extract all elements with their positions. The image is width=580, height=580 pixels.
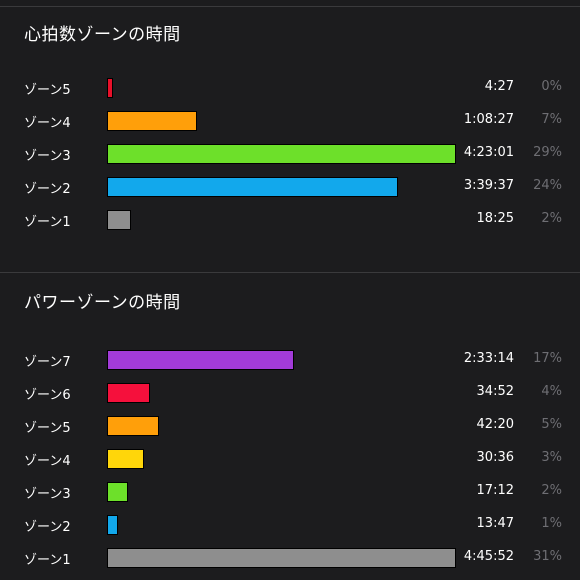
zone-time: 18:25	[476, 211, 514, 226]
zone-bar	[107, 515, 118, 535]
top-divider	[0, 0, 580, 7]
zone-bar	[107, 210, 131, 230]
zone-percent: 5%	[541, 417, 562, 432]
power-zone-row: ゾーン4 30:36 3%	[0, 443, 580, 475]
zone-label: ゾーン3	[24, 487, 71, 502]
heart-rate-zone-row: ゾーン4 1:08:27 7%	[0, 105, 580, 137]
power-zone-row: ゾーン2 13:47 1%	[0, 509, 580, 541]
zone-bar	[107, 350, 294, 370]
power-zones-title: パワーゾーンの時間	[24, 293, 181, 313]
zone-label: ゾーン2	[24, 182, 71, 197]
zone-percent: 29%	[533, 145, 562, 160]
zone-bar	[107, 449, 144, 469]
zone-label: ゾーン1	[24, 553, 71, 568]
zone-time: 4:45:52	[463, 549, 514, 564]
zone-time: 1:08:27	[463, 112, 514, 127]
zone-bar	[107, 482, 128, 502]
zone-bar	[107, 78, 113, 98]
zone-percent: 2%	[541, 483, 562, 498]
zone-percent: 17%	[533, 351, 562, 366]
zone-label: ゾーン1	[24, 215, 71, 230]
heart-rate-zones-title: 心拍数ゾーンの時間	[24, 25, 181, 45]
zone-label: ゾーン4	[24, 454, 71, 469]
zone-label: ゾーン2	[24, 520, 71, 535]
zone-time: 13:47	[476, 516, 514, 531]
zone-percent: 7%	[541, 112, 562, 127]
zone-time: 2:33:14	[463, 351, 514, 366]
zone-bar	[107, 177, 398, 197]
zone-percent: 3%	[541, 450, 562, 465]
heart-rate-zone-row: ゾーン1 18:25 2%	[0, 204, 580, 236]
zone-label: ゾーン6	[24, 388, 71, 403]
zone-time: 34:52	[476, 384, 514, 399]
zone-time: 4:23:01	[463, 145, 514, 160]
heart-rate-zone-row: ゾーン2 3:39:37 24%	[0, 171, 580, 203]
zone-time: 42:20	[476, 417, 514, 432]
zone-percent: 4%	[541, 384, 562, 399]
zone-time: 17:12	[476, 483, 514, 498]
zone-label: ゾーン3	[24, 149, 71, 164]
zone-bar	[107, 383, 150, 403]
zone-time: 3:39:37	[463, 178, 514, 193]
power-zone-row: ゾーン1 4:45:52 31%	[0, 542, 580, 574]
zone-label: ゾーン5	[24, 83, 71, 98]
heart-rate-zone-row: ゾーン3 4:23:01 29%	[0, 138, 580, 170]
heart-rate-zone-row: ゾーン5 4:27 0%	[0, 72, 580, 104]
zone-time: 4:27	[484, 79, 514, 94]
zone-percent: 0%	[541, 79, 562, 94]
power-zone-row: ゾーン6 34:52 4%	[0, 377, 580, 409]
zone-percent: 1%	[541, 516, 562, 531]
zone-time: 30:36	[476, 450, 514, 465]
zone-bar	[107, 548, 456, 568]
power-zone-row: ゾーン3 17:12 2%	[0, 476, 580, 508]
zone-bar	[107, 144, 456, 164]
zone-bar	[107, 416, 159, 436]
power-zone-row: ゾーン5 42:20 5%	[0, 410, 580, 442]
zone-percent: 24%	[533, 178, 562, 193]
zone-percent: 31%	[533, 549, 562, 564]
zone-label: ゾーン4	[24, 116, 71, 131]
zone-bar	[107, 111, 197, 131]
zone-label: ゾーン5	[24, 421, 71, 436]
zone-percent: 2%	[541, 211, 562, 226]
zone-label: ゾーン7	[24, 355, 71, 370]
power-zone-row: ゾーン7 2:33:14 17%	[0, 344, 580, 376]
section-divider	[0, 272, 580, 273]
